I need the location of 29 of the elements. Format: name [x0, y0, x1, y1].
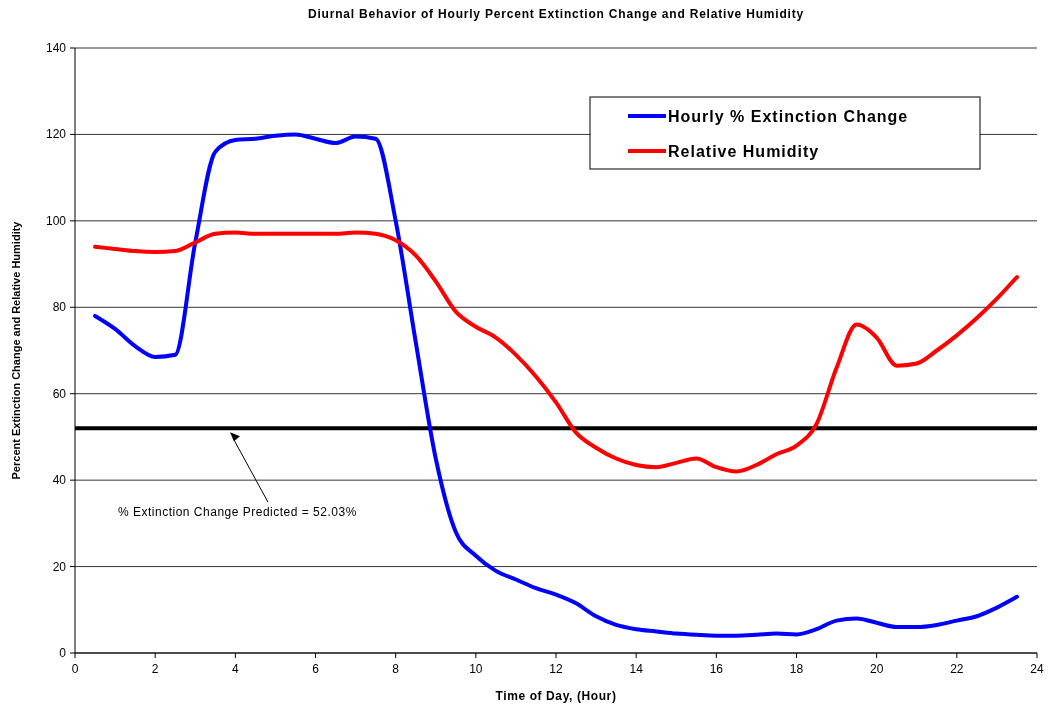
x-tick-label: 22 [950, 662, 964, 676]
y-tick-label: 140 [45, 41, 67, 55]
x-axis-title: Time of Day, (Hour) [495, 689, 617, 703]
x-tick-label: 8 [392, 662, 400, 676]
y-tick-label: 40 [52, 473, 67, 488]
x-tick-label: 12 [549, 662, 563, 676]
y-tick-label: 100 [45, 213, 67, 228]
x-tick-label: 18 [789, 662, 804, 676]
y-tick-label: 0 [59, 646, 67, 660]
line-series [93, 230, 1019, 474]
x-tick-label: 2 [151, 662, 159, 676]
x-tick-label: 14 [629, 662, 644, 676]
legend-label: Hourly % Extinction Change [668, 108, 909, 125]
annotation: % Extinction Change Predicted = 52.03% [118, 505, 357, 520]
y-tick-label: 20 [52, 559, 67, 574]
y-tick-label: 80 [52, 300, 67, 315]
line-series [93, 132, 1019, 638]
x-tick-label: 10 [469, 662, 483, 676]
x-tick-label: 24 [1030, 662, 1044, 676]
y-axis-title: Percent Extinction Change and Relative Humidity [10, 220, 22, 480]
chart-title: Diurnal Behavior of Hourly Percent Extinction Change and Relative Humidity [308, 7, 804, 21]
legend-label: Relative Humidity [668, 143, 820, 160]
y-tick-label: 60 [52, 386, 67, 401]
x-tick-label: 0 [71, 662, 79, 676]
y-tick-label: 120 [45, 127, 67, 142]
x-tick-label: 6 [312, 662, 320, 676]
x-tick-label: 4 [231, 662, 239, 676]
x-tick-label: 20 [869, 662, 884, 676]
x-tick-label: 16 [709, 662, 724, 676]
